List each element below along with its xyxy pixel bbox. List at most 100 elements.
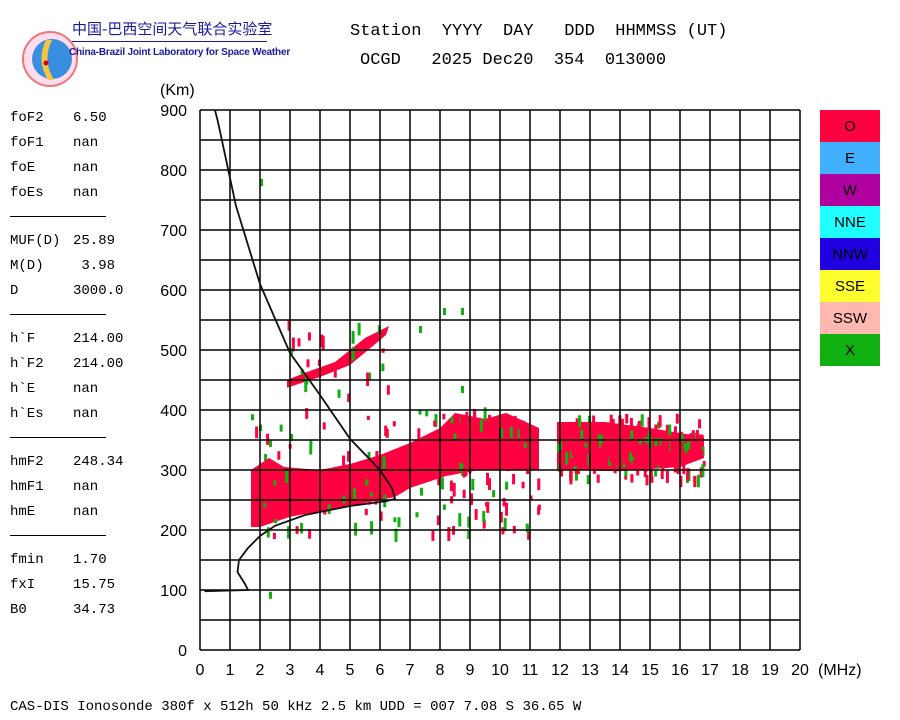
echo-point [460,418,464,433]
echo-point [308,501,312,511]
legend-item-ssw: SSW [820,302,880,334]
separator [10,314,106,315]
logo-en: China-Brazil Joint Laboratory for Space … [69,47,291,58]
echo-point [486,501,490,513]
echo-point [608,430,612,436]
param-label: foF2 [10,110,44,126]
echo-point [615,437,619,446]
param-value: 1.70 [73,552,107,568]
echo-point [632,459,636,471]
echo-point [425,410,429,417]
param-value: 34.73 [73,602,116,618]
echo-point [632,439,636,449]
echo-point [525,525,529,533]
echo-point [607,463,611,469]
echo-point [523,442,527,448]
param-label: D [10,283,19,299]
echo-point [263,503,267,508]
echo-point [649,467,653,482]
param-value: 248.34 [73,454,124,470]
echo-point [297,338,301,347]
echo-point [437,477,441,486]
echo-point [264,459,268,473]
x-tick-label: 7 [406,662,415,679]
param-label: h`E [10,381,36,397]
echo-point [363,342,367,347]
echo-point [492,490,496,498]
echo-point [487,428,491,442]
param-value: 3000.0 [73,283,124,299]
x-tick-label: 13 [581,662,599,679]
echo-point [509,426,513,438]
x-tick-label: 1 [226,662,235,679]
param-label: hmF1 [10,479,44,495]
echo-point [611,456,615,462]
echo-point [347,451,351,462]
echo-point [635,447,639,452]
echo-point [521,420,525,428]
echo-point [686,468,690,481]
echo-point [629,417,633,431]
echo-point [385,428,389,438]
echo-point [629,452,633,462]
logo: 中国-巴西空间天气联合实验室 China-Brazil Joint Labora… [12,12,290,87]
x-tick-label: 19 [761,662,779,679]
param-value: nan [73,135,99,151]
echo-point [333,370,337,378]
echo-point [367,451,371,459]
echo-point [364,508,368,516]
echo-point [673,426,677,437]
x-mode-point [260,179,263,186]
echo-point [279,424,283,432]
echo-point [482,519,486,529]
separator [10,216,106,217]
y-tick-label: 700 [160,223,187,240]
echo-point [527,529,531,540]
echo-point [565,428,569,440]
param-value: nan [73,185,99,201]
echo-point [513,415,517,424]
echo-point [604,433,608,445]
y-tick-label: 900 [160,103,187,120]
echo-point [465,411,469,423]
echo-point [624,474,628,480]
echo-point [566,454,570,464]
echo-point [309,445,313,455]
echo-point [289,348,293,355]
echo-point [562,434,566,441]
echo-point [272,532,276,540]
echo-point [702,461,706,467]
echo-point [450,417,454,424]
param-value: 15.75 [73,577,116,593]
echo-point [309,439,313,447]
echo-point [569,470,573,485]
param-value: 3.98 [73,258,116,274]
echo-point [418,410,422,415]
echo-point [471,478,475,491]
x-tick-label: 9 [466,662,475,679]
echo-point [453,438,457,444]
legend-item-nne: NNE [820,206,880,238]
echo-point [624,470,628,477]
echo-point [699,449,703,456]
echo-point [417,428,421,441]
echo-point [657,421,661,429]
legend-item-sse: SSE [820,270,880,302]
echo-point [499,448,503,456]
y-tick-label: 100 [160,583,187,600]
echo-point [654,470,658,477]
echo-point [599,451,603,462]
echo-point [306,359,310,368]
echo-point [651,459,655,465]
echo-point [578,415,582,428]
param-label: foE [10,160,36,176]
echo-point [604,453,608,463]
footer-info: CAS-DIS Ionosonde 380f x 512h 50 kHz 2.5… [10,699,582,715]
y-tick-label: 200 [160,523,187,540]
echo-point [384,425,388,437]
echo-point [342,455,346,466]
echo-point [557,430,561,436]
echo-point [500,428,504,438]
echo-point [397,517,401,528]
echo-point [622,429,626,437]
